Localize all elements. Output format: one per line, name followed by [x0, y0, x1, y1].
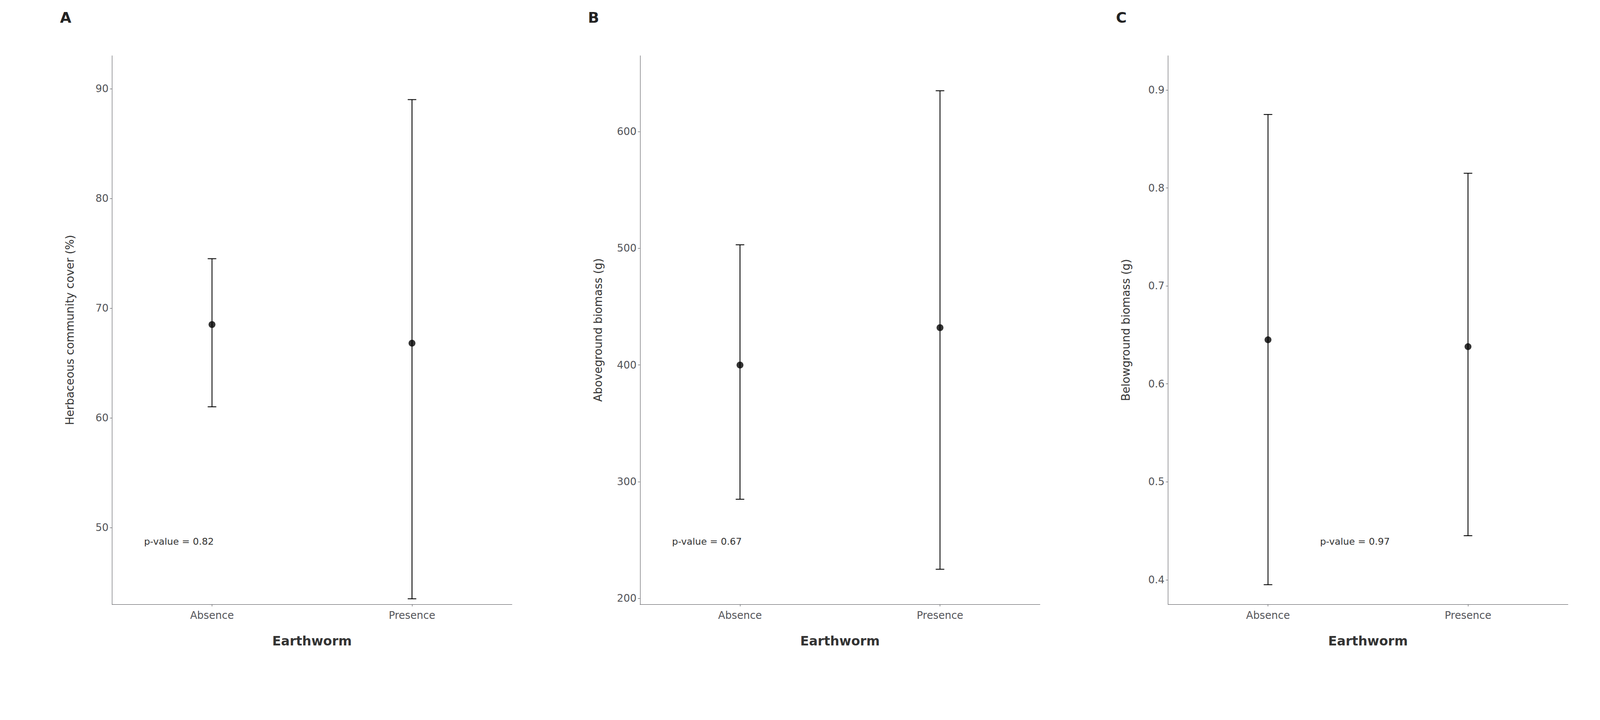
- svg-text:Presence: Presence: [916, 609, 964, 622]
- svg-text:p-value = 0.82: p-value = 0.82: [144, 536, 214, 548]
- svg-text:50: 50: [95, 521, 109, 534]
- svg-text:Earthworm: Earthworm: [1328, 633, 1408, 649]
- svg-text:Herbaceous community cover (%): Herbaceous community cover (%): [63, 234, 77, 426]
- svg-text:400: 400: [616, 359, 637, 372]
- svg-text:300: 300: [616, 475, 637, 488]
- svg-text:Aboveground biomass (g): Aboveground biomass (g): [591, 258, 605, 403]
- svg-text:Earthworm: Earthworm: [800, 633, 880, 649]
- svg-text:B: B: [588, 9, 600, 27]
- svg-text:Absence: Absence: [718, 609, 762, 622]
- svg-text:0.6: 0.6: [1148, 378, 1165, 391]
- svg-text:0.7: 0.7: [1148, 279, 1165, 292]
- svg-text:70: 70: [95, 302, 109, 315]
- svg-text:80: 80: [95, 192, 109, 205]
- svg-text:Presence: Presence: [1444, 609, 1492, 622]
- svg-text:Earthworm: Earthworm: [272, 633, 352, 649]
- svg-text:p-value = 0.97: p-value = 0.97: [1320, 536, 1390, 548]
- svg-text:90: 90: [95, 82, 109, 95]
- svg-text:A: A: [60, 9, 72, 27]
- svg-text:Absence: Absence: [189, 609, 234, 622]
- svg-text:60: 60: [95, 412, 109, 425]
- svg-text:0.5: 0.5: [1148, 475, 1165, 488]
- svg-text:500: 500: [616, 242, 637, 255]
- svg-text:0.4: 0.4: [1148, 574, 1165, 587]
- svg-text:p-value = 0.67: p-value = 0.67: [671, 536, 742, 548]
- svg-text:Presence: Presence: [388, 609, 436, 622]
- svg-text:Belowground biomass (g): Belowground biomass (g): [1119, 258, 1133, 402]
- svg-text:600: 600: [616, 125, 637, 138]
- svg-text:200: 200: [616, 592, 637, 605]
- svg-text:Absence: Absence: [1246, 609, 1291, 622]
- svg-text:0.9: 0.9: [1148, 84, 1165, 97]
- svg-text:0.8: 0.8: [1148, 182, 1165, 195]
- svg-text:C: C: [1115, 9, 1127, 27]
